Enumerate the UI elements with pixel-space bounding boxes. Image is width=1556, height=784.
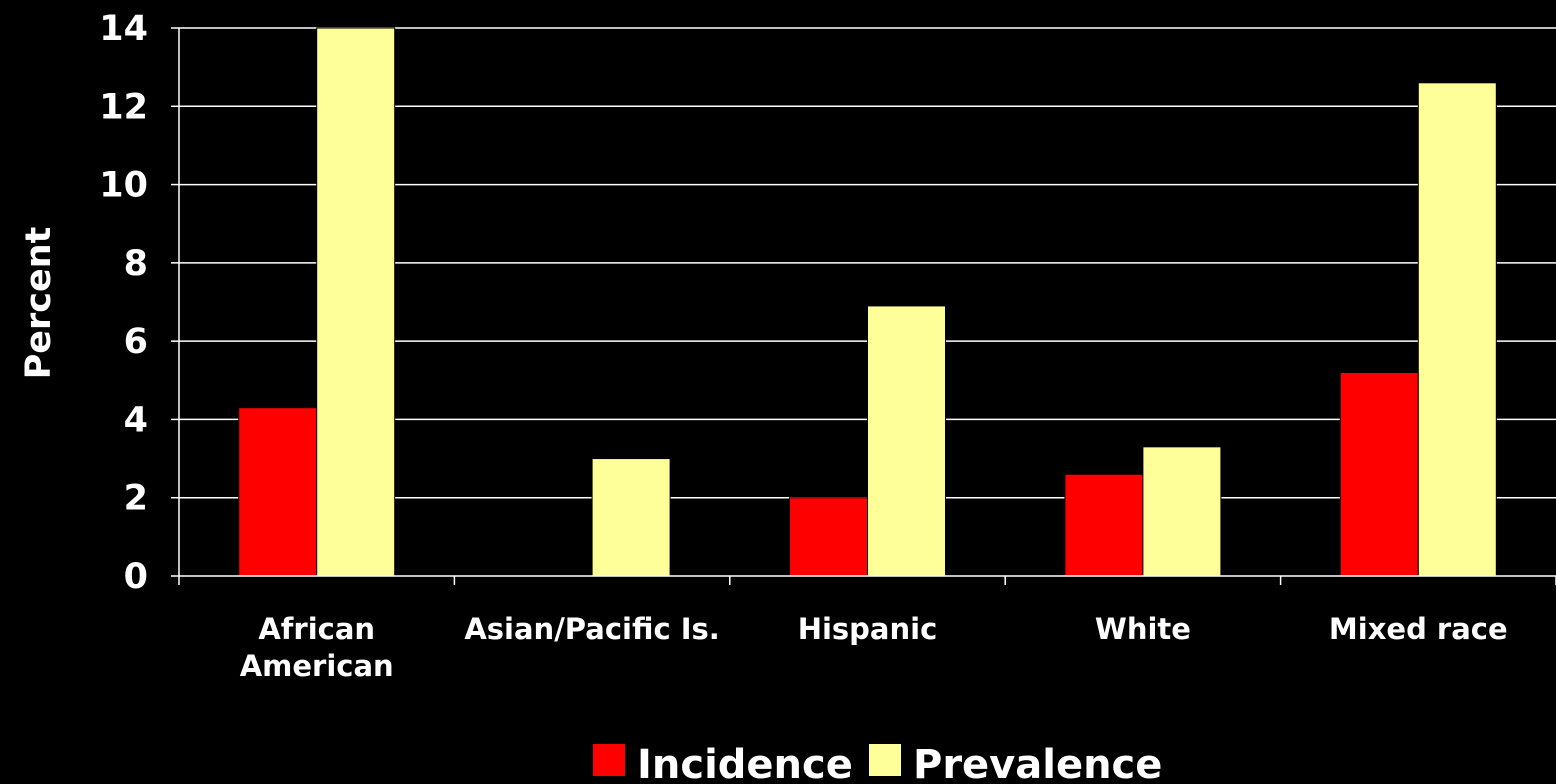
y-tick-labels: 0 2 4 6 8 10 12 14 [99,9,148,597]
x-tick-label: African [258,612,375,646]
x-tick-label: White [1095,612,1191,646]
bar-prevalence [316,27,396,577]
y-tick-label: 0 [124,557,148,597]
y-tick-label: 12 [99,87,148,127]
bar-prevalence [867,305,946,577]
bar-incidence [789,497,868,577]
bar-prevalence [1417,82,1497,577]
y-tick-label: 14 [99,9,148,49]
x-tick-label: Hispanic [798,612,938,646]
legend-label-incidence: Incidence [637,742,853,784]
y-tick-label: 6 [124,322,148,362]
y-tick-label: 4 [124,400,148,440]
bar-prevalence [1142,446,1222,577]
x-tick-label: American [240,649,394,683]
x-tick-label: Asian/Pacific Is. [464,612,719,646]
legend-label-prevalence: Prevalence [913,742,1162,784]
bar-incidence [1064,473,1144,577]
bar-prevalence [591,458,671,577]
legend: Incidence Prevalence [593,742,1162,784]
y-tick-label: 2 [124,479,148,519]
axes [171,27,1556,585]
y-axis-label: Percent [19,227,59,380]
bar-incidence [238,407,318,577]
bars [238,27,1497,577]
legend-swatch-incidence [593,744,625,776]
y-tick-label: 8 [124,244,148,284]
x-tick-label: Mixed race [1329,612,1508,646]
bar-incidence [1339,371,1419,577]
y-tick-label: 10 [99,166,148,206]
legend-swatch-prevalence [869,744,901,776]
